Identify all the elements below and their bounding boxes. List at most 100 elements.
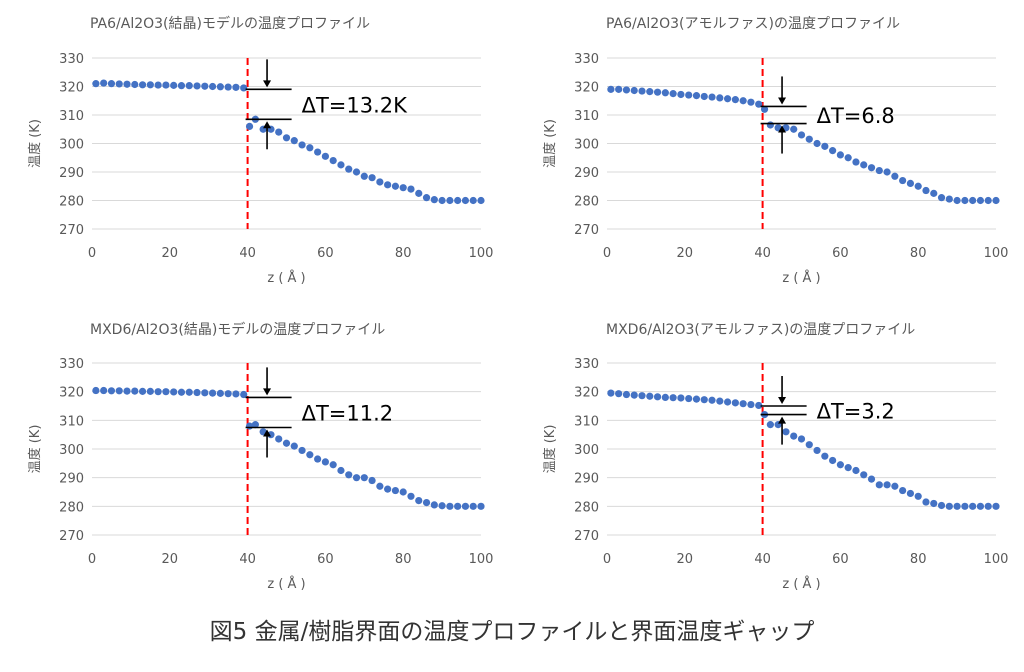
data-point xyxy=(201,389,209,397)
data-point xyxy=(438,502,446,510)
y-tick-label: 310 xyxy=(59,109,84,124)
data-point xyxy=(430,501,438,509)
data-point xyxy=(797,435,806,443)
data-point xyxy=(275,435,283,443)
data-point xyxy=(821,142,829,150)
data-point xyxy=(646,392,654,400)
data-point xyxy=(306,144,314,152)
data-point xyxy=(692,395,701,403)
data-point xyxy=(360,474,368,482)
data-point xyxy=(797,131,806,139)
data-point xyxy=(969,196,977,205)
data-point xyxy=(883,168,891,176)
data-point xyxy=(352,168,361,176)
y-tick-label: 270 xyxy=(59,223,84,238)
data-point xyxy=(813,446,821,455)
x-tick-label: 100 xyxy=(984,552,1009,567)
annotation-arrow-down-icon xyxy=(778,97,787,105)
data-point xyxy=(345,471,353,479)
data-point xyxy=(245,122,254,130)
data-point xyxy=(321,152,329,160)
y-axis-label: 温度 (K) xyxy=(27,425,43,474)
y-tick-label: 290 xyxy=(574,472,599,487)
chart-panel-2: PA6/Al2O3(アモルファス)の温度プロファイル 270 280 290 300 31… xyxy=(542,16,1008,286)
data-point xyxy=(154,388,162,396)
x-tick-label: 0 xyxy=(88,552,96,567)
x-tick-label: 20 xyxy=(162,552,179,567)
annotation-arrow-up-icon xyxy=(778,416,787,424)
data-point xyxy=(852,466,860,475)
data-point xyxy=(976,502,985,510)
x-axis-label: z ( Å ) xyxy=(782,270,820,286)
y-tick-label: 270 xyxy=(574,223,599,238)
y-tick-label: 290 xyxy=(59,472,84,487)
data-point xyxy=(240,390,248,399)
figure-caption: 図5 金属/樹脂界面の温度プロファイルと界面温度ギャップ xyxy=(209,619,815,645)
data-point xyxy=(477,502,485,510)
data-point xyxy=(723,95,732,103)
x-axis-label: z ( Å ) xyxy=(267,576,305,592)
data-point xyxy=(407,185,415,193)
x-tick-label: 60 xyxy=(832,552,849,567)
data-point xyxy=(115,80,123,88)
y-tick-label: 310 xyxy=(59,414,84,429)
data-point xyxy=(282,439,291,447)
data-point xyxy=(829,456,837,465)
data-point xyxy=(984,196,992,205)
data-point xyxy=(384,485,392,493)
data-point xyxy=(208,389,217,397)
data-point xyxy=(755,100,763,108)
data-point xyxy=(146,81,154,89)
annotation-arrow-down-icon xyxy=(778,397,787,404)
data-point xyxy=(170,388,178,396)
data-point xyxy=(899,486,907,495)
data-point xyxy=(653,88,662,96)
delta-t-label: ΔT=3.2 xyxy=(817,399,895,423)
data-point xyxy=(329,461,337,469)
data-point xyxy=(177,82,186,90)
data-point xyxy=(755,401,763,410)
y-axis-label: 温度 (K) xyxy=(542,425,558,474)
y-tick-label: 280 xyxy=(59,500,84,515)
data-point xyxy=(782,428,790,436)
annotation-arrow-up-icon xyxy=(778,125,787,133)
data-point xyxy=(615,85,623,93)
data-point xyxy=(700,92,708,101)
delta-t-label: ΔT=11.2 xyxy=(302,401,394,425)
x-tick-label: 80 xyxy=(910,246,927,261)
data-point xyxy=(193,388,201,397)
data-point xyxy=(461,196,470,205)
data-point xyxy=(953,196,961,205)
x-axis-label: z ( Å ) xyxy=(782,576,820,592)
data-point xyxy=(891,172,899,180)
chart-title: PA6/Al2O3(結晶)モデルの温度プロファイル xyxy=(90,15,370,32)
data-point xyxy=(407,492,415,500)
data-point xyxy=(844,464,852,472)
data-point xyxy=(275,128,283,136)
data-point xyxy=(747,400,755,409)
y-axis-label: 温度 (K) xyxy=(542,119,558,168)
data-point xyxy=(100,386,108,395)
data-point xyxy=(739,400,747,408)
annotation-arrow-down-icon xyxy=(263,388,272,396)
x-tick-label: 60 xyxy=(832,246,849,261)
data-point xyxy=(992,196,1000,205)
data-point xyxy=(477,196,485,205)
delta-t-label: ΔT=13.2K xyxy=(302,93,409,117)
data-point xyxy=(653,393,662,401)
data-point xyxy=(700,396,708,404)
x-tick-label: 60 xyxy=(317,552,334,567)
data-point xyxy=(224,83,232,91)
y-axis-label: 温度 (K) xyxy=(27,119,43,168)
data-point xyxy=(899,176,907,185)
data-point xyxy=(138,387,147,395)
data-point xyxy=(162,388,170,396)
data-point xyxy=(836,461,845,469)
data-point xyxy=(251,421,259,429)
data-point xyxy=(232,83,240,91)
data-point xyxy=(329,157,337,165)
data-point xyxy=(860,471,868,479)
data-point xyxy=(984,502,992,510)
data-point xyxy=(669,394,677,402)
data-point xyxy=(415,189,423,197)
